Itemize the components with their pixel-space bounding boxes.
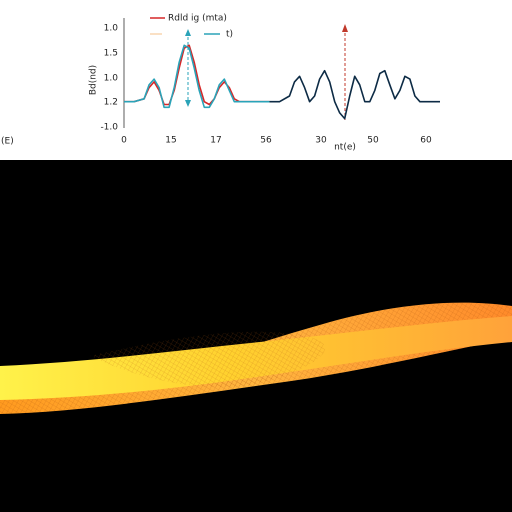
chart-background (0, 0, 512, 160)
x-tick-label: 60 (420, 136, 432, 146)
x-tick-label: 0 (121, 136, 127, 146)
x-tick-label: 56 (260, 136, 272, 146)
x-tick-label: 17 (210, 136, 221, 146)
y-tick-label: 1.0 (104, 24, 119, 34)
legend-label: Rdld ig (mta) (168, 14, 227, 24)
y-axis-label: Bd(nd) (89, 65, 99, 95)
y-tick-label: 1.2 (104, 98, 118, 108)
y-tick-label: 1.0 (104, 74, 119, 84)
plot: 1.0 1.5 1.0 1.2 -1.00 15 17 56 30 50 60 Rdld ig (mt… (100, 14, 440, 146)
ribbon-render (0, 302, 512, 414)
y-tick-label: -1.0 (100, 123, 118, 133)
x-axis-label: nt(e) (334, 143, 356, 153)
ribbon-mesh (90, 331, 326, 387)
x-tick-label: 50 (367, 136, 379, 146)
panel-label: (E) (1, 137, 14, 147)
y-tick-label: 1.5 (104, 49, 118, 59)
series-line (124, 44, 270, 109)
arrow-head (342, 24, 348, 32)
x-tick-label: 15 (165, 136, 176, 146)
series-line (269, 69, 440, 120)
series-line (124, 44, 270, 106)
x-tick-label: 30 (315, 136, 327, 146)
legend-label: t) (226, 30, 233, 40)
